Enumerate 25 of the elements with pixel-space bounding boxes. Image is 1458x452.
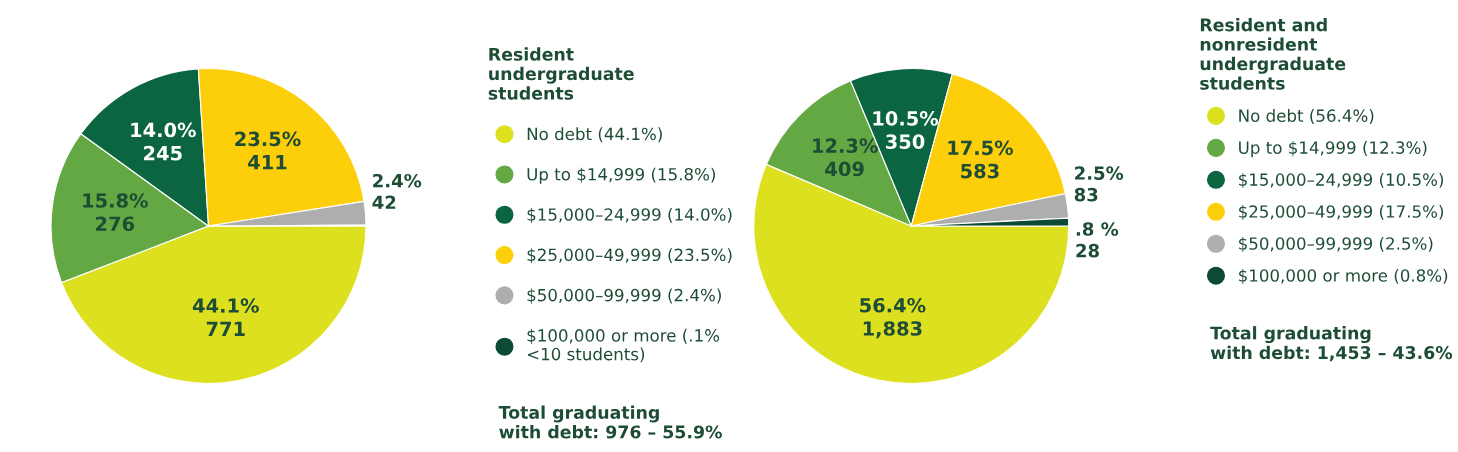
- data-label: 2.5% 83: [1074, 166, 1124, 202]
- legend-label: $25,000–49,999 (23.5%): [527, 248, 732, 264]
- data-label: 44.1% 771: [192, 298, 259, 336]
- legend-label: $100,000 or more (0.8%): [1239, 268, 1448, 284]
- legend-label: Up to $14,999 (15.8%): [527, 167, 715, 184]
- data-label: 23.5% 411: [235, 131, 301, 170]
- data-label: 56.4% 1,883: [860, 297, 926, 339]
- legend-label: No debt (56.4%): [1239, 109, 1374, 124]
- data-label: 14.0% 245: [131, 122, 196, 161]
- legend-title: Resident undergraduate students: [488, 47, 634, 100]
- data-label: 17.5% 583: [948, 140, 1014, 179]
- legend-label: Up to $14,999 (12.3%): [1239, 141, 1427, 158]
- legend-label: $25,000–49,999 (17.5%): [1239, 204, 1444, 221]
- legend-label: $15,000–24,999 (14.0%): [527, 207, 732, 224]
- data-label: 2.4% 42: [372, 173, 422, 209]
- text: Total graduating with debt: 1,453 – 43.6%: [1210, 326, 1453, 362]
- data-label: 15.8% 276: [83, 193, 148, 232]
- legend-label: No debt (44.1%): [527, 127, 662, 143]
- text: Total graduating with debt: 976 – 55.9%: [498, 405, 722, 439]
- data-label: .8 % 28: [1076, 222, 1119, 258]
- legend-title: Resident and nonresident undergraduate students: [1200, 17, 1346, 90]
- legend-label: $100,000 or more (.1% <10 students): [527, 328, 720, 363]
- legend-label: $50,000–99,999 (2.5%): [1239, 236, 1433, 253]
- legend-label: $50,000–99,999 (2.4%): [527, 288, 721, 304]
- legend-label: $15,000–24,999 (10.5%): [1239, 172, 1444, 189]
